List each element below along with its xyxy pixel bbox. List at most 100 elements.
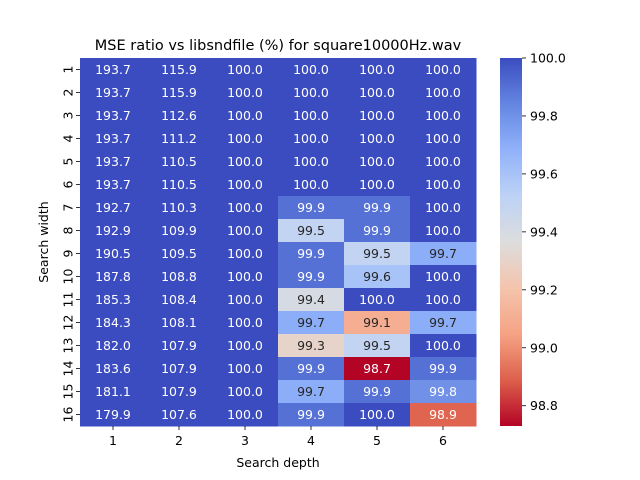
heatmap-cell — [80, 81, 147, 105]
heatmap-cell — [278, 380, 345, 404]
cell-value-label: 110.3 — [161, 200, 197, 215]
cell-value-label: 99.9 — [297, 200, 325, 215]
colorbar-tick-label: 98.8 — [530, 398, 558, 413]
cell-value-label: 99.5 — [297, 223, 325, 238]
x-tick-label: 6 — [439, 433, 447, 448]
heatmap-cell — [410, 150, 477, 174]
heatmap-cell — [344, 104, 411, 128]
cell-value-label: 100.0 — [293, 131, 329, 146]
cell-value-label: 193.7 — [95, 85, 131, 100]
cell-value-label: 100.0 — [425, 269, 461, 284]
heatmap-cell — [146, 219, 213, 243]
cell-value-label: 99.9 — [363, 384, 391, 399]
heatmap-cell — [410, 380, 477, 404]
cell-value-label: 100.0 — [425, 108, 461, 123]
heatmap-cell — [80, 311, 147, 335]
heatmap-cell — [146, 357, 213, 381]
cell-value-label: 100.0 — [227, 407, 263, 422]
heatmap-cell — [80, 357, 147, 381]
heatmap-cell — [410, 334, 477, 358]
y-tick-label: 13 — [61, 338, 76, 354]
cell-value-label: 192.9 — [95, 223, 131, 238]
x-tick-label: 5 — [373, 433, 381, 448]
cell-value-label: 100.0 — [425, 177, 461, 192]
heatmap-cell — [344, 58, 411, 82]
heatmap-cell — [212, 127, 279, 151]
heatmap-cell — [278, 219, 345, 243]
x-axis-label: Search depth — [236, 455, 319, 470]
heatmap-cell — [410, 173, 477, 197]
cell-value-label: 183.6 — [95, 361, 131, 376]
cell-value-label: 100.0 — [359, 62, 395, 77]
heatmap-cell — [212, 242, 279, 266]
cell-value-label: 193.7 — [95, 177, 131, 192]
cell-value-label: 187.8 — [95, 269, 131, 284]
y-tick-label: 1 — [61, 66, 76, 74]
heatmap-cell — [344, 288, 411, 312]
heatmap-cell — [146, 403, 213, 427]
heatmap-cell — [146, 265, 213, 289]
cell-value-label: 193.7 — [95, 62, 131, 77]
heatmap-cell — [344, 403, 411, 427]
colorbar-tick-label: 99.6 — [530, 166, 558, 181]
heatmap-cell — [80, 288, 147, 312]
cell-value-label: 100.0 — [227, 154, 263, 169]
heatmap-cell — [212, 265, 279, 289]
colorbar-tick-label: 99.8 — [530, 108, 558, 123]
cell-value-label: 100.0 — [425, 338, 461, 353]
heatmap-cell — [344, 81, 411, 105]
colorbar-tick-label: 100.0 — [530, 51, 566, 66]
heatmap-cell — [146, 127, 213, 151]
heatmap-cell — [146, 196, 213, 220]
x-tick-label: 1 — [109, 433, 117, 448]
cell-value-label: 107.9 — [161, 338, 197, 353]
cell-value-label: 107.9 — [161, 361, 197, 376]
heatmap-cell — [212, 150, 279, 174]
cell-value-label: 111.2 — [161, 131, 197, 146]
cell-value-label: 99.9 — [297, 407, 325, 422]
heatmap-cell — [344, 127, 411, 151]
heatmap-cell — [278, 196, 345, 220]
heatmap-cell — [212, 104, 279, 128]
cell-value-label: 100.0 — [227, 315, 263, 330]
cell-value-label: 100.0 — [359, 154, 395, 169]
heatmap-cell — [212, 196, 279, 220]
cell-value-label: 100.0 — [227, 246, 263, 261]
cell-value-label: 190.5 — [95, 246, 131, 261]
y-tick-label: 4 — [61, 134, 76, 142]
heatmap-cell — [212, 334, 279, 358]
cell-value-label: 107.6 — [161, 407, 197, 422]
y-tick-label: 6 — [61, 180, 76, 188]
heatmap-cell — [278, 242, 345, 266]
cell-value-label: 184.3 — [95, 315, 131, 330]
cell-value-label: 115.9 — [161, 85, 197, 100]
cell-value-label: 193.7 — [95, 131, 131, 146]
cell-value-label: 193.7 — [95, 154, 131, 169]
heatmap-cell — [80, 380, 147, 404]
cell-value-label: 115.9 — [161, 62, 197, 77]
y-tick-label: 11 — [61, 292, 76, 308]
cell-value-label: 99.7 — [429, 246, 457, 261]
cell-value-label: 192.7 — [95, 200, 131, 215]
cell-value-label: 99.3 — [297, 338, 325, 353]
cell-value-label: 98.7 — [363, 361, 391, 376]
heatmap-cell — [278, 288, 345, 312]
heatmap-cell — [80, 104, 147, 128]
cell-value-label: 107.9 — [161, 384, 197, 399]
cell-value-label: 193.7 — [95, 108, 131, 123]
heatmap-cell — [410, 81, 477, 105]
cell-value-label: 100.0 — [293, 177, 329, 192]
cell-value-label: 99.9 — [363, 223, 391, 238]
heatmap-cell — [146, 173, 213, 197]
heatmap-cell — [410, 127, 477, 151]
heatmap-cell — [212, 219, 279, 243]
colorbar-tick-label: 99.0 — [530, 340, 558, 355]
cell-value-label: 99.9 — [297, 361, 325, 376]
x-tick-label: 3 — [241, 433, 249, 448]
heatmap-cell — [146, 288, 213, 312]
y-tick-label: 2 — [61, 89, 76, 97]
cell-value-label: 110.5 — [161, 177, 197, 192]
heatmap-cell — [212, 173, 279, 197]
heatmap-cell — [344, 242, 411, 266]
